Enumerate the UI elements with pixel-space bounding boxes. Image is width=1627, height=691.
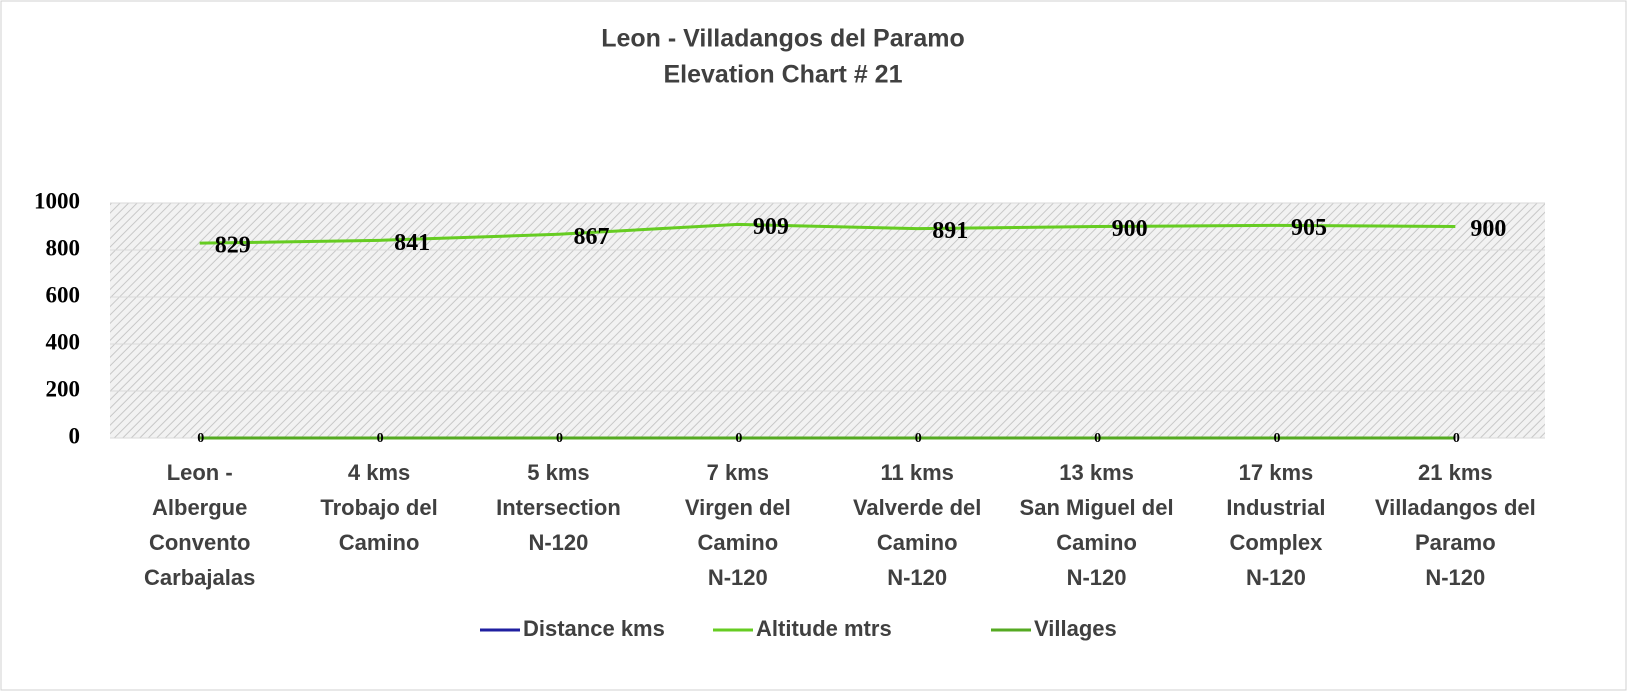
x-tick-label: N-120 (1425, 565, 1485, 590)
data-label: 0 (915, 431, 922, 446)
data-label: 0 (1453, 431, 1460, 446)
x-tick-label: Leon - (167, 460, 233, 485)
x-tick-label: N-120 (528, 530, 588, 555)
x-tick-label: Valverde del (853, 495, 981, 520)
data-label: 0 (377, 431, 384, 446)
legend-label: Distance kms (523, 616, 665, 641)
x-tick-label: Trobajo del (320, 495, 437, 520)
data-label: 891 (932, 218, 968, 244)
x-tick-label: Camino (697, 530, 778, 555)
x-tick-label: 11 kms (880, 460, 953, 485)
y-tick-label: 0 (69, 423, 81, 448)
chart-title: Leon - Villadangos del Paramo (601, 25, 965, 53)
x-tick-label: Villadangos del (1375, 495, 1536, 520)
x-tick-label: Convento (149, 530, 250, 555)
x-tick-label: N-120 (1246, 565, 1306, 590)
x-tick-label: San Miguel del (1020, 495, 1174, 520)
data-label: 909 (753, 214, 789, 240)
data-label: 0 (735, 431, 742, 446)
x-tick-label: 7 kms (707, 460, 769, 485)
data-label: 0 (1094, 431, 1101, 446)
data-label: 0 (556, 431, 563, 446)
data-label: 905 (1291, 215, 1327, 241)
x-tick-label: 17 kms (1239, 460, 1314, 485)
x-tick-label: 13 kms (1059, 460, 1134, 485)
x-tick-label: Paramo (1415, 530, 1496, 555)
legend-label: Villages (1034, 616, 1117, 641)
x-tick-label: Industrial (1226, 495, 1325, 520)
x-tick-label: Intersection (496, 495, 621, 520)
x-tick-label: 4 kms (348, 460, 410, 485)
y-tick-label: 400 (46, 329, 81, 354)
x-tick-label: Carbajalas (144, 565, 255, 590)
x-tick-label: N-120 (1067, 565, 1127, 590)
x-tick-label: N-120 (708, 565, 768, 590)
x-tick-label: Virgen del (685, 495, 791, 520)
data-label: 900 (1470, 216, 1506, 242)
plot-area (110, 203, 1545, 438)
series-line (199, 222, 1456, 245)
data-label: 900 (1112, 216, 1148, 242)
x-tick-label: 5 kms (527, 460, 589, 485)
y-tick-label: 200 (46, 376, 81, 401)
legend-label: Altitude mtrs (756, 616, 892, 641)
data-label: 841 (394, 230, 430, 256)
x-tick-label: Camino (1056, 530, 1137, 555)
x-tick-label: Camino (877, 530, 958, 555)
x-tick-label: N-120 (887, 565, 947, 590)
x-tick-label: Camino (339, 530, 420, 555)
data-label: 867 (573, 224, 609, 250)
y-tick-label: 1000 (34, 188, 80, 213)
x-tick-label: Complex (1229, 530, 1323, 555)
x-tick-label: Albergue (152, 495, 247, 520)
data-label: 829 (215, 233, 251, 259)
y-tick-label: 600 (46, 282, 81, 307)
x-tick-label: 21 kms (1418, 460, 1493, 485)
data-label: 0 (197, 431, 204, 446)
data-label: 0 (1273, 431, 1280, 446)
y-tick-label: 800 (46, 235, 81, 260)
chart-title: Elevation Chart # 21 (664, 61, 903, 89)
